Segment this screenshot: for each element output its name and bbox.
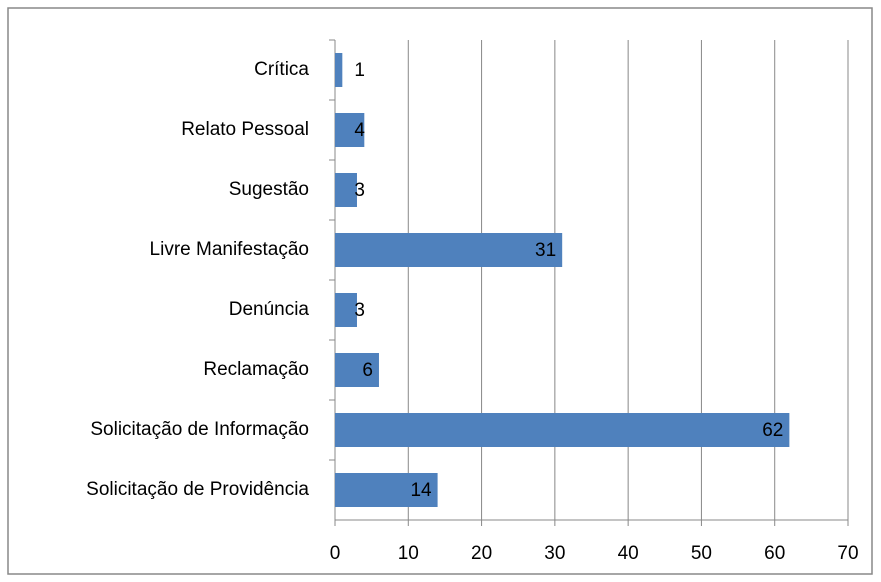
- data-label: 1: [354, 60, 365, 81]
- x-tick-label: 50: [691, 543, 712, 564]
- x-tick-label: 30: [544, 543, 565, 564]
- y-tick-label: Relato Pessoal: [181, 119, 309, 140]
- y-tick-label: Reclamação: [203, 359, 309, 380]
- x-tick-label: 70: [837, 543, 858, 564]
- x-tick-label: 10: [398, 543, 419, 564]
- bar: [335, 53, 343, 87]
- bar: [335, 233, 563, 267]
- bar: [335, 353, 379, 387]
- x-tick-label: 60: [764, 543, 785, 564]
- bar: [335, 173, 357, 207]
- data-label: 6: [362, 360, 373, 381]
- x-tick-label: 40: [618, 543, 639, 564]
- bar: [335, 113, 365, 147]
- bar: [335, 413, 790, 447]
- x-tick-label: 0: [330, 543, 341, 564]
- y-tick-label: Livre Manifestação: [150, 239, 309, 260]
- data-label: 31: [535, 240, 556, 261]
- data-label: 62: [762, 420, 783, 441]
- data-label: 3: [354, 300, 365, 321]
- data-label: 4: [354, 120, 365, 141]
- chart-frame: [7, 7, 873, 575]
- y-tick-label: Denúncia: [229, 299, 310, 320]
- x-tick-label: 20: [471, 543, 492, 564]
- bar: [335, 293, 357, 327]
- data-label: 3: [354, 180, 365, 201]
- y-tick-label: Solicitação de Informação: [90, 419, 309, 440]
- y-tick-label: Solicitação de Providência: [86, 479, 309, 500]
- bar: [335, 473, 438, 507]
- y-tick-label: Crítica: [254, 59, 309, 80]
- y-tick-label: Sugestão: [229, 179, 309, 200]
- data-label: 14: [410, 480, 432, 501]
